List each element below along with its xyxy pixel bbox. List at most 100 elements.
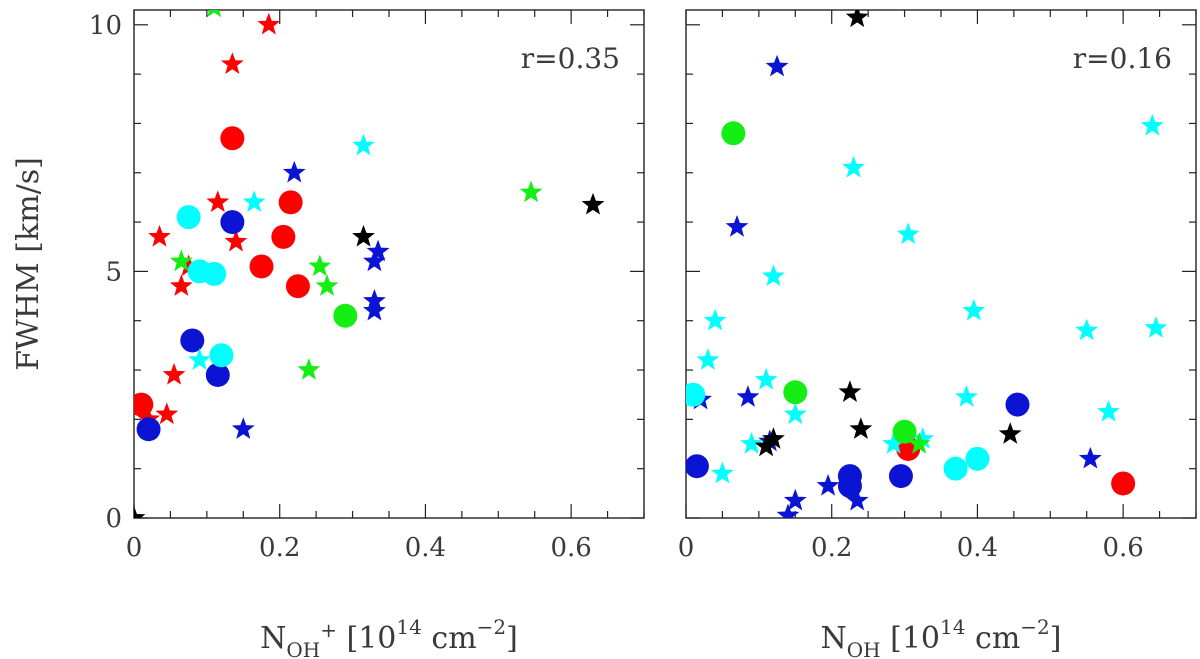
- left-panel: r=0.35 0 0.2 0.4 0.6 0 5 10 FWHM [km/s] NOH+ …: [11, 0, 645, 659]
- cyan-circle-point: [686, 382, 706, 407]
- right-xlabel-sub: OH: [847, 638, 881, 659]
- black-star-point: [838, 380, 862, 402]
- right-xlabel-exp2: −2: [1020, 615, 1049, 639]
- blue-star-point: [776, 503, 800, 518]
- green-circle-point: [892, 419, 917, 444]
- green-star-point: [308, 254, 332, 277]
- right-ticks: [685, 10, 1197, 519]
- cyan-star-point: [882, 432, 906, 454]
- left-x-axis-title: NOH+ [1014 cm−2]: [260, 615, 518, 659]
- cyan-star-point: [1097, 399, 1120, 422]
- red-circle-point: [220, 126, 245, 151]
- right-correlation-label: r=0.16: [1073, 42, 1172, 75]
- black-star-point: [134, 506, 146, 518]
- right-data-points: [686, 10, 1168, 518]
- blue-star-point: [783, 488, 807, 511]
- green-star-point: [907, 432, 931, 454]
- y-tick-label: 5: [105, 257, 122, 287]
- cyan-star-point: [242, 190, 266, 213]
- cyan-star-point: [352, 133, 375, 156]
- x-tick-label: 0.4: [405, 533, 446, 563]
- cyan-star-point: [1144, 316, 1168, 338]
- red-circle-point: [1111, 471, 1136, 496]
- black-star-point: [845, 10, 869, 28]
- left-xlabel-unit: [10: [337, 621, 396, 656]
- left-ticks: [133, 10, 645, 519]
- y-tick-label: 0: [105, 504, 122, 534]
- left-xlabel-unit2: cm: [422, 621, 477, 656]
- left-y-axis-title: FWHM [km/s]: [11, 157, 46, 371]
- cyan-star-point: [740, 432, 763, 454]
- blue-circle-point: [686, 454, 709, 479]
- x-tick-label: 0.4: [957, 533, 998, 563]
- left-xlabel-close: ]: [506, 621, 518, 656]
- cyan-star-point: [783, 402, 807, 425]
- blue-star-point: [736, 385, 760, 407]
- left-data-points: [134, 0, 605, 518]
- blue-circle-point: [136, 417, 161, 442]
- green-star-point: [207, 10, 222, 18]
- black-star-point: [754, 434, 778, 457]
- green-star-point: [297, 358, 321, 380]
- cyan-star-point: [711, 461, 734, 484]
- red-star-point: [155, 402, 179, 425]
- blue-circle-point: [888, 464, 913, 489]
- blue-star-point: [816, 473, 840, 496]
- cyan-circle-point: [209, 343, 234, 368]
- green-circle-point: [721, 121, 746, 146]
- blue-star-point: [1078, 446, 1102, 469]
- green-circle-point: [333, 303, 358, 328]
- cyan-star-point: [754, 367, 778, 390]
- cyan-star-point: [762, 264, 785, 287]
- cyan-star-point: [1075, 318, 1099, 341]
- left-xlabel-sub: OH: [286, 638, 320, 659]
- red-star-point: [224, 229, 248, 252]
- black-star-point: [581, 192, 605, 215]
- left-x-tick-labels: 0 0.2 0.4 0.6: [126, 533, 592, 563]
- y-tick-label: 10: [89, 11, 122, 41]
- red-circle-point: [278, 190, 303, 215]
- blue-star-point: [725, 215, 749, 237]
- red-circle-point: [271, 224, 296, 249]
- cyan-star-point: [188, 348, 211, 370]
- left-correlation-label: r=0.35: [521, 42, 620, 75]
- x-tick-label: 0: [678, 533, 695, 563]
- cyan-star-point: [896, 222, 920, 245]
- cyan-star-point: [911, 427, 935, 449]
- blue-circle-point: [220, 210, 245, 235]
- x-tick-label: 0.6: [550, 533, 591, 563]
- right-xlabel-unit2: cm: [965, 621, 1020, 656]
- right-plot-frame: [685, 9, 1197, 519]
- left-xlabel-exp: 14: [396, 615, 421, 639]
- cyan-star-point: [696, 348, 720, 370]
- red-star-point: [206, 190, 230, 213]
- left-xlabel-exp2: −2: [477, 615, 506, 639]
- x-tick-label: 0.6: [1102, 533, 1143, 563]
- blue-star-point: [231, 417, 255, 439]
- blue-star-point: [363, 298, 386, 321]
- green-star-point: [519, 180, 543, 203]
- cyan-star-point: [842, 155, 865, 178]
- left-y-tick-labels: 0 5 10: [89, 11, 122, 534]
- x-tick-label: 0.2: [259, 533, 300, 563]
- x-tick-label: 0: [126, 533, 143, 563]
- right-xlabel-close: ]: [1050, 621, 1062, 656]
- green-star-point: [556, 0, 579, 5]
- cyan-circle-point: [943, 456, 968, 481]
- left-xlabel-sup: +: [320, 618, 337, 642]
- red-circle-point: [249, 254, 274, 279]
- green-star-point: [169, 249, 193, 272]
- blue-star-point: [765, 54, 789, 77]
- red-star-point: [148, 224, 171, 247]
- red-star-point: [169, 274, 193, 296]
- cyan-star-point: [962, 298, 986, 321]
- right-xlabel-main: N: [821, 621, 847, 656]
- red-star-point: [220, 52, 244, 74]
- black-star-point: [849, 417, 873, 439]
- blue-circle-point: [180, 328, 205, 353]
- blue-star-point: [282, 160, 306, 183]
- black-star-point: [998, 422, 1022, 444]
- right-xlabel-unit: [10: [881, 621, 940, 656]
- blue-star-point: [366, 239, 390, 262]
